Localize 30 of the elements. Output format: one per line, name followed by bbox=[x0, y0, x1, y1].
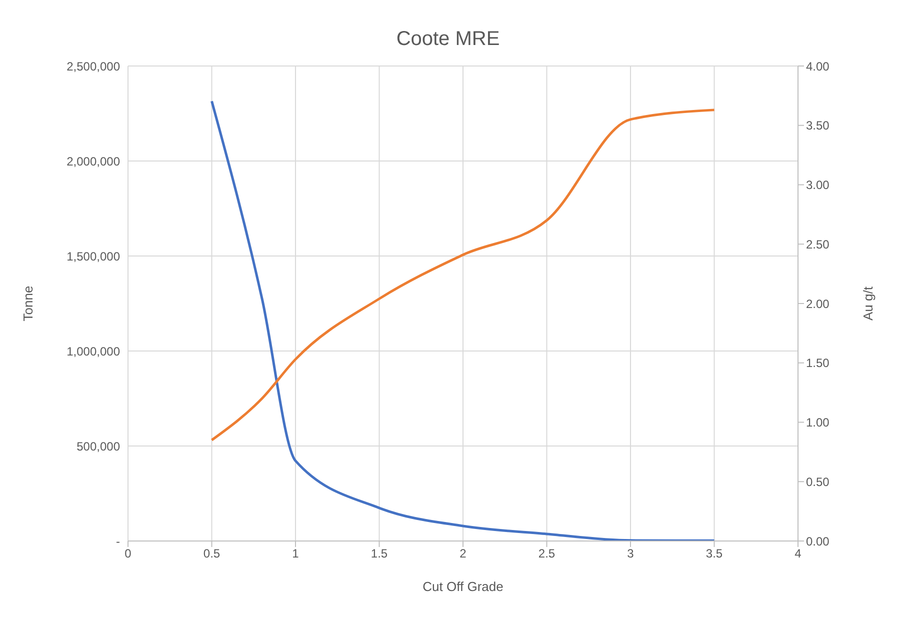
x-tick-label: 2.5 bbox=[538, 546, 556, 561]
y2-tick-label: 4.00 bbox=[806, 59, 830, 74]
x-axis-title: Cut Off Grade bbox=[422, 579, 504, 594]
y-tick-label: - bbox=[116, 534, 120, 548]
y-axis-title: Tonne bbox=[20, 286, 36, 322]
y2-axis-title: Au g/t bbox=[860, 286, 876, 320]
y2-tick-label: 2.00 bbox=[806, 296, 830, 311]
y2-tick-label: 3.50 bbox=[806, 118, 830, 133]
x-tick-label: 0 bbox=[124, 546, 132, 561]
y-tick-label: 500,000 bbox=[76, 439, 120, 454]
y2-tick-label: 3.00 bbox=[806, 178, 830, 192]
y2-tick-label: 0.00 bbox=[806, 534, 830, 548]
x-tick-label: 4 bbox=[794, 546, 802, 561]
chart-title: Coote MRE bbox=[395, 27, 501, 51]
line-series bbox=[210, 108, 716, 442]
y-tick-label: 1,000,000 bbox=[66, 344, 120, 358]
y2-tick-label: 0.50 bbox=[806, 474, 830, 489]
line-series bbox=[210, 100, 716, 541]
x-tick-label: 3 bbox=[627, 546, 634, 561]
x-tick-label: 1 bbox=[292, 546, 300, 561]
y-tick-label: 2,500,000 bbox=[66, 59, 120, 74]
x-tick-label: 1.5 bbox=[370, 546, 388, 561]
x-tick-label: 0.5 bbox=[203, 546, 220, 561]
y2-tick-label: 2.50 bbox=[806, 237, 830, 252]
y-tick-label: 1,500,000 bbox=[66, 249, 120, 264]
x-tick-label: 2 bbox=[460, 546, 467, 561]
y2-tick-label: 1.50 bbox=[806, 356, 830, 370]
x-tick-label: 3.5 bbox=[706, 546, 723, 561]
y2-tick-label: 1.00 bbox=[806, 416, 830, 430]
y-tick-label: 2,000,000 bbox=[66, 154, 120, 168]
